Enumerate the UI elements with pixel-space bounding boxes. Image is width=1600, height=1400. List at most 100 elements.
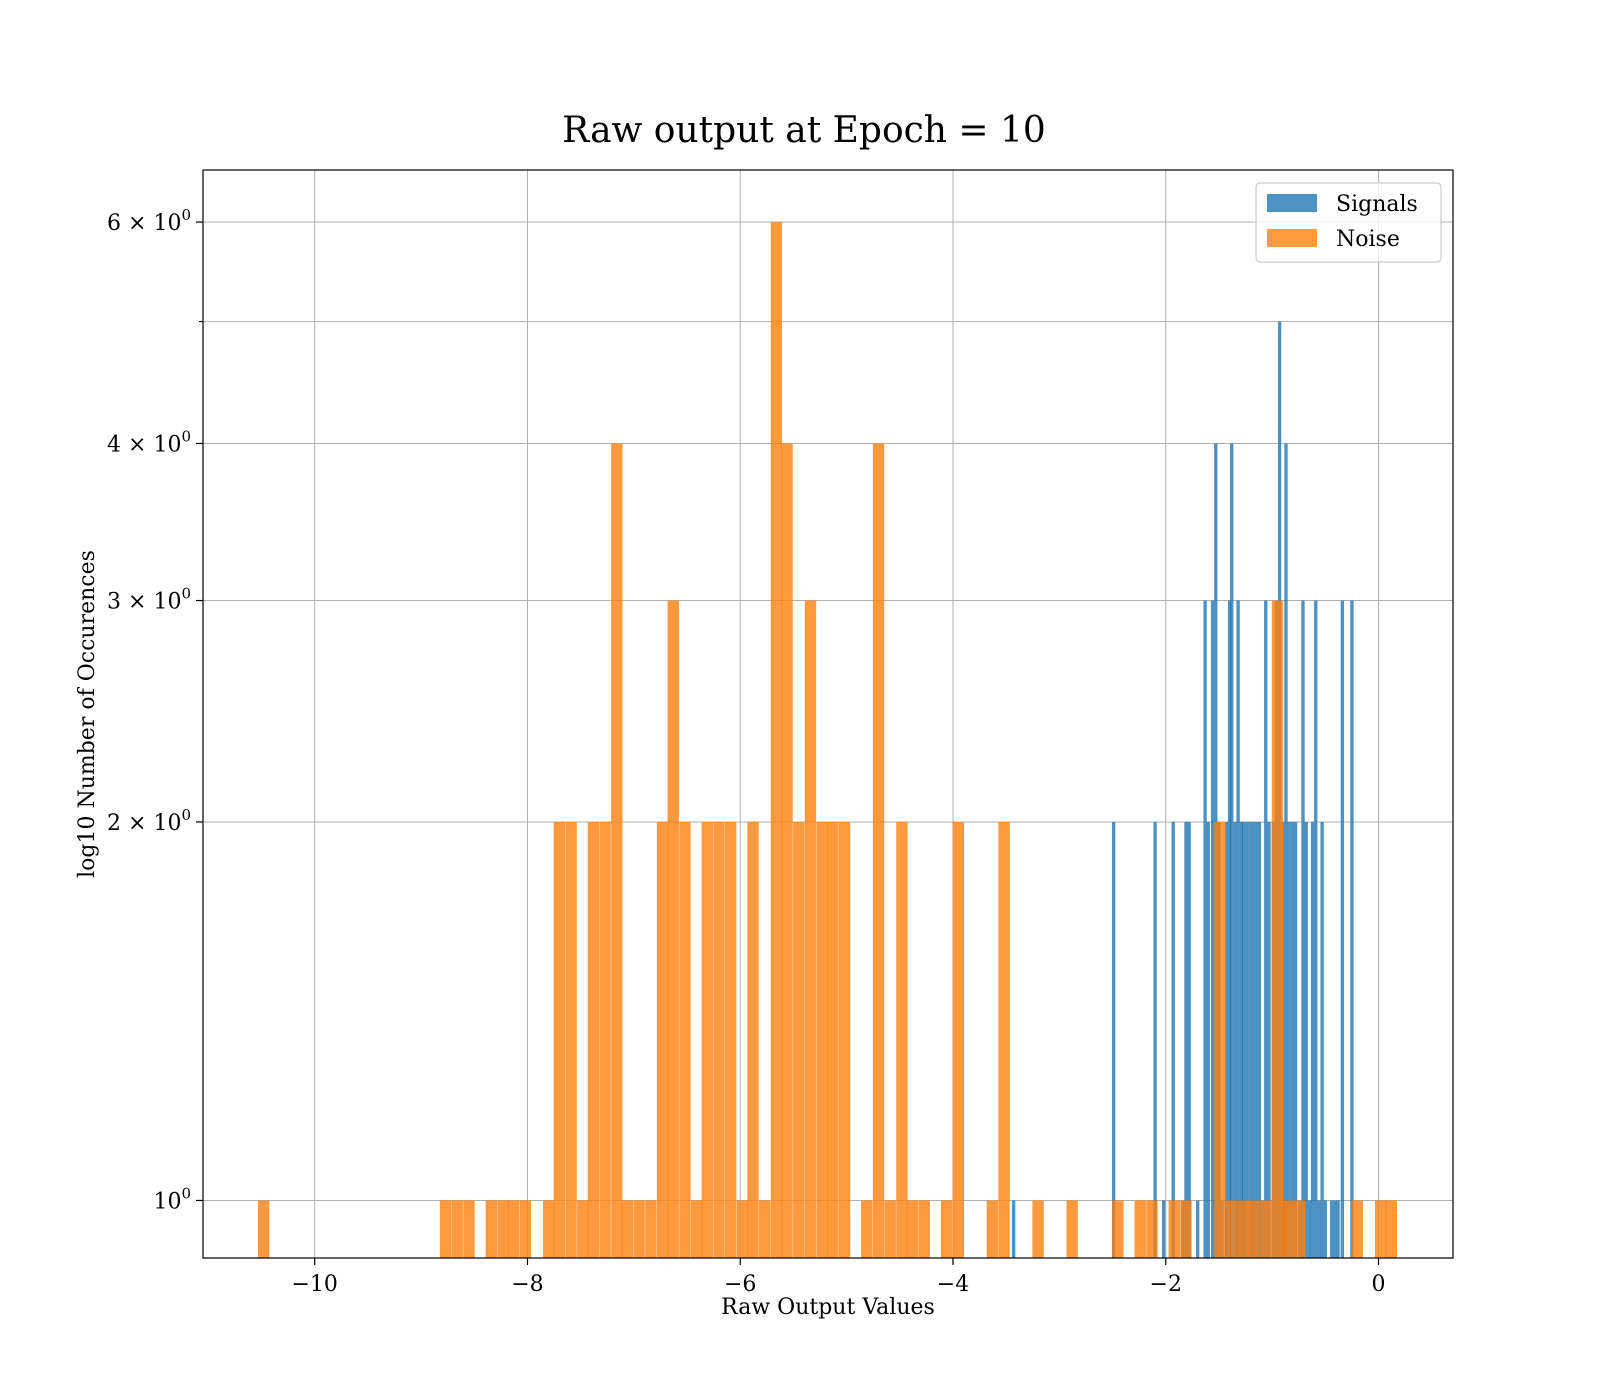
bar-noise xyxy=(611,443,623,1259)
x-tick-label: 0 xyxy=(1372,1272,1386,1297)
y-tick-label: 100 xyxy=(153,1184,191,1214)
bar-signals xyxy=(1336,1200,1340,1258)
bar-signals xyxy=(1236,600,1240,1258)
y-tick-label: 3 × 100 xyxy=(107,585,191,615)
bar-signals xyxy=(1317,1200,1321,1258)
x-tick-label: −4 xyxy=(937,1272,969,1297)
legend-swatch-signals xyxy=(1267,194,1317,212)
bar-noise xyxy=(998,821,1010,1258)
bar-noise xyxy=(906,1200,919,1258)
bar-noise xyxy=(485,1200,497,1258)
bar-noise xyxy=(656,821,669,1258)
bar-noise xyxy=(896,821,908,1258)
bar-noise xyxy=(793,821,805,1258)
x-axis-ticks: −10 −8 −6 −4 −2 0 xyxy=(291,1258,1386,1297)
bar-signals xyxy=(1244,821,1249,1258)
bar-noise xyxy=(838,821,851,1258)
bar-noise xyxy=(940,1200,953,1258)
bar-signals xyxy=(1230,443,1234,1259)
bar-noise xyxy=(884,1200,896,1258)
bar-noise xyxy=(1260,1200,1272,1258)
legend-swatch-noise xyxy=(1267,229,1317,247)
bar-noise xyxy=(577,1200,589,1258)
legend: Signals Noise xyxy=(1255,182,1442,263)
bar-noise xyxy=(633,1200,645,1258)
bar-signals xyxy=(1310,821,1315,1258)
bar-signals xyxy=(1241,821,1246,1258)
plot-frame xyxy=(202,169,1454,1259)
bar-signals xyxy=(1284,443,1288,1259)
bar-noise xyxy=(759,1200,771,1258)
bar-signals xyxy=(1323,1200,1328,1258)
bar-noise xyxy=(463,1200,475,1258)
bar-noise xyxy=(519,1200,532,1258)
x-tick-label: −10 xyxy=(291,1272,337,1297)
bar-noise xyxy=(1294,1200,1306,1258)
bar-signals xyxy=(1248,821,1252,1258)
legend-label-signals: Signals xyxy=(1336,192,1418,217)
y-tick-label: 4 × 100 xyxy=(107,427,191,457)
bar-signals xyxy=(1301,600,1305,1258)
bar-signals xyxy=(1304,821,1308,1258)
bar-signals xyxy=(1267,821,1271,1258)
chart-title: Raw output at Epoch = 10 xyxy=(562,110,1046,151)
bar-noise xyxy=(439,1200,452,1258)
bar-signals xyxy=(1011,1200,1016,1258)
bar-noise xyxy=(497,1200,509,1258)
bar-signals xyxy=(1153,821,1157,1258)
bar-signals xyxy=(1340,600,1345,1258)
bar-noise xyxy=(587,821,600,1258)
y-axis-ticks: 100 2 × 100 3 × 100 4 × 100 6 × 100 xyxy=(107,206,203,1214)
bar-noise xyxy=(679,821,691,1258)
bar-signals xyxy=(1287,821,1291,1258)
bar-noise xyxy=(816,821,828,1258)
x-tick-label: −2 xyxy=(1150,1272,1182,1297)
bar-noise xyxy=(1271,600,1284,1258)
bar-signals xyxy=(1330,1200,1334,1258)
bar-noise xyxy=(986,1200,999,1258)
bar-noise xyxy=(724,821,737,1258)
bar-noise xyxy=(1374,1200,1387,1258)
bar-noise xyxy=(690,1200,703,1258)
bars xyxy=(257,222,1397,1259)
bar-noise xyxy=(543,1200,555,1258)
y-axis-label: log10 Number of Occurences xyxy=(75,550,100,878)
x-tick-label: −8 xyxy=(511,1272,543,1297)
bar-noise xyxy=(770,222,783,1258)
bar-signals xyxy=(1171,821,1175,1258)
bar-noise xyxy=(1146,1200,1158,1258)
x-tick-label: −6 xyxy=(724,1272,756,1297)
bar-signals xyxy=(1350,600,1354,1258)
bar-noise xyxy=(1134,1200,1146,1258)
bar-signals xyxy=(1251,821,1255,1258)
bar-signals xyxy=(1111,821,1116,1258)
bar-signals xyxy=(1314,600,1318,1258)
bar-signals xyxy=(1320,821,1324,1258)
bar-noise xyxy=(781,443,793,1259)
bar-noise xyxy=(1226,1200,1238,1258)
bar-noise xyxy=(667,600,679,1258)
bar-signals xyxy=(1210,600,1215,1258)
bar-signals xyxy=(1290,821,1295,1258)
bar-signals xyxy=(1203,600,1207,1258)
y-tick-label: 6 × 100 xyxy=(107,206,191,236)
bar-noise xyxy=(1066,1200,1078,1258)
bar-noise xyxy=(713,821,725,1258)
bar-noise xyxy=(827,821,839,1258)
bar-noise xyxy=(1237,1200,1250,1258)
bar-signals xyxy=(1206,821,1210,1258)
bar-signals xyxy=(1224,821,1229,1258)
bar-noise xyxy=(553,821,566,1258)
bar-noise xyxy=(861,1200,873,1258)
bar-noise xyxy=(1168,1200,1180,1258)
bar-noise xyxy=(701,821,713,1258)
x-axis-label: Raw Output Values xyxy=(721,1295,935,1320)
bar-noise xyxy=(1180,1200,1192,1258)
bar-noise xyxy=(918,1200,930,1258)
bar-noise xyxy=(507,1200,520,1258)
bar-noise xyxy=(257,1200,270,1258)
bar-signals xyxy=(1233,821,1237,1258)
bar-noise xyxy=(1351,1200,1363,1258)
bar-signals xyxy=(1254,821,1258,1258)
